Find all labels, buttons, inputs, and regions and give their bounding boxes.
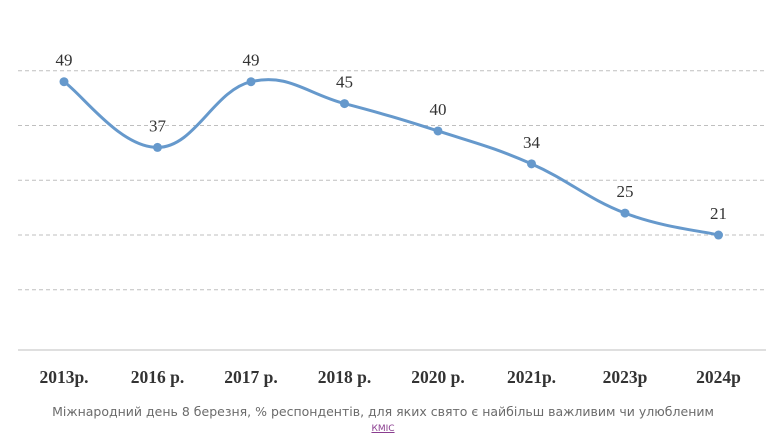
source: КМІС [0, 424, 766, 435]
x-tick-label: 2016 р. [131, 367, 184, 387]
x-tick-label: 2020 р. [411, 367, 464, 387]
x-tick-label: 2018 р. [318, 367, 371, 387]
x-tick-label: 2024р [696, 367, 741, 387]
data-label: 49 [56, 51, 73, 70]
x-tick-label: 2023р [603, 367, 648, 387]
data-labels: 49 37 49 45 40 34 25 21 [56, 51, 728, 223]
x-tick-label: 2013р. [39, 367, 88, 387]
data-label: 21 [710, 204, 727, 223]
x-tick-label: 2021р. [507, 367, 556, 387]
x-tick-label: 2017 р. [224, 367, 277, 387]
x-tick-labels: 2013р. 2016 р. 2017 р. 2018 р. 2020 р. 2021р.… [39, 367, 741, 387]
data-label: 40 [430, 100, 447, 119]
data-point [433, 126, 443, 136]
data-point [620, 208, 630, 218]
data-point [153, 142, 162, 152]
data-label: 34 [523, 133, 541, 152]
data-point [527, 159, 536, 169]
source-link[interactable]: КМІС [371, 424, 395, 434]
data-label: 49 [243, 51, 260, 70]
data-point [246, 77, 256, 87]
data-label: 25 [617, 182, 634, 201]
data-point [340, 99, 349, 109]
gridlines [18, 70, 766, 291]
chart-caption: Міжнародний день 8 березня, % респондент… [52, 404, 714, 419]
data-points [59, 77, 723, 240]
data-point [59, 77, 69, 87]
data-label: 37 [149, 116, 167, 135]
series-line [62, 78, 720, 237]
data-point [714, 230, 723, 240]
data-label: 45 [336, 73, 353, 92]
